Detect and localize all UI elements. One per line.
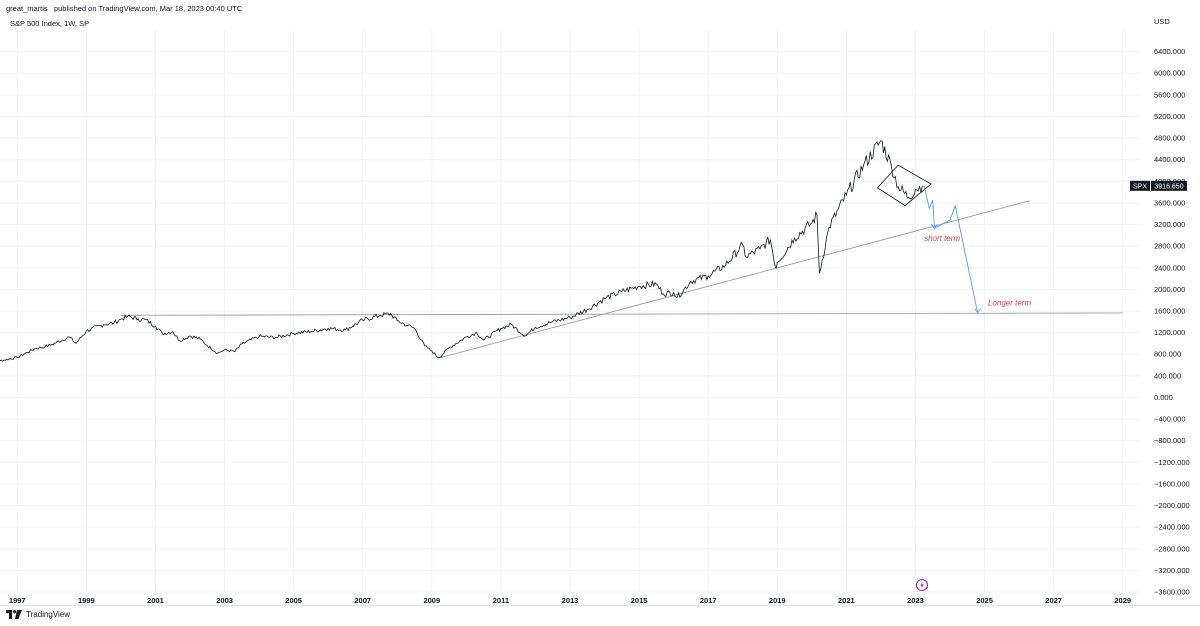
chart-annotation[interactable]: Longer term [988,299,1031,308]
projection-path [923,185,979,313]
y-tick-label: −2800.000 [1154,544,1190,553]
x-tick-label: 1997 [9,596,26,605]
y-axis: 6400.000 6000.000 5600.000 5200.000 4800.000… [1130,47,1190,597]
price-chart[interactable]: short term Longer term 6400.000 6000.000 56… [0,0,1200,606]
projection-arrowhead [974,308,981,314]
y-tick-label: 4800.000 [1154,134,1185,143]
y-tick-label: 800.000 [1154,350,1181,359]
y-tick-label: 3200.000 [1154,220,1185,229]
y-tick-label: −800.000 [1154,436,1186,445]
horizontal-support-line [120,312,1123,316]
y-tick-label: 400.000 [1154,371,1181,380]
x-tick-label: 2027 [1045,596,1062,605]
y-tick-label: −1200.000 [1154,458,1190,467]
x-tick-label: 2007 [354,596,371,605]
x-tick-label: 2001 [147,596,164,605]
y-tick-label: −1600.000 [1154,479,1190,488]
y-tick-label: 6400.000 [1154,47,1185,56]
y-tick-label: 3600.000 [1154,198,1185,207]
y-tick-label: 2400.000 [1154,263,1185,272]
x-tick-label: 2029 [1114,596,1131,605]
y-tick-label: 6000.000 [1154,69,1185,78]
annotation-layer: short term Longer term [924,234,1031,308]
y-tick-label: 5200.000 [1154,112,1185,121]
y-tick-label: −2000.000 [1154,501,1190,510]
x-tick-label: 2025 [976,596,993,605]
lightning-icon[interactable] [915,578,929,592]
x-tick-label: 2017 [700,596,717,605]
x-tick-label: 2003 [216,596,233,605]
publish-info: published on TradingView.com, Mar 18, 20… [53,4,243,13]
x-tick-label: 2005 [285,596,302,605]
footer-bar: TradingView [0,605,1200,626]
projection-arrowhead [931,224,938,230]
gridlines [0,30,1140,593]
x-tick-label: 2013 [562,596,579,605]
x-tick-label: 2021 [838,596,855,605]
publish-header: great_martis published on TradingView.co… [6,4,242,13]
x-axis: 1997 1999 2001 2003 2005 2007 2009 2011 2013 2015… [9,596,1131,605]
y-tick-label: 1200.000 [1154,328,1185,337]
tradingview-logo[interactable]: TradingView [6,610,70,619]
brand-name: TradingView [26,610,71,619]
x-tick-label: 2015 [631,596,648,605]
x-tick-label: 1999 [78,596,95,605]
y-tick-label: 1600.000 [1154,307,1185,316]
rising-trendline [438,200,1030,359]
y-axis-unit-label: USD [1154,17,1170,26]
x-tick-label: 2011 [493,596,509,605]
y-tick-label: 2800.000 [1154,242,1185,251]
x-tick-label: 2023 [907,596,924,605]
y-tick-label: −400.000 [1154,415,1186,424]
last-price-value: 3916.650 [1154,183,1183,190]
last-price-label: SPX 3916.650 [1130,180,1187,191]
y-tick-label: −2400.000 [1154,523,1190,532]
tradingview-logo-icon [6,610,22,619]
series-line-spx[interactable] [0,140,923,364]
chart-title: S&P 500 Index, 1W, SP [10,19,89,28]
last-price-symbol: SPX [1133,183,1147,190]
x-tick-label: 2009 [423,596,440,605]
y-tick-label: −3200.000 [1154,566,1190,575]
drawing-overlays [120,164,1123,359]
y-tick-label: 2000.000 [1154,285,1185,294]
y-tick-label: 5600.000 [1154,90,1185,99]
diamond-pattern [876,164,932,207]
y-tick-label: 4400.000 [1154,155,1185,164]
author-name[interactable]: great_martis [6,4,48,13]
y-tick-label: −3600.000 [1154,588,1190,597]
series-layer [0,140,923,364]
y-tick-label: 0.000 [1154,393,1173,402]
chart-annotation[interactable]: short term [924,234,960,243]
x-tick-label: 2019 [769,596,786,605]
